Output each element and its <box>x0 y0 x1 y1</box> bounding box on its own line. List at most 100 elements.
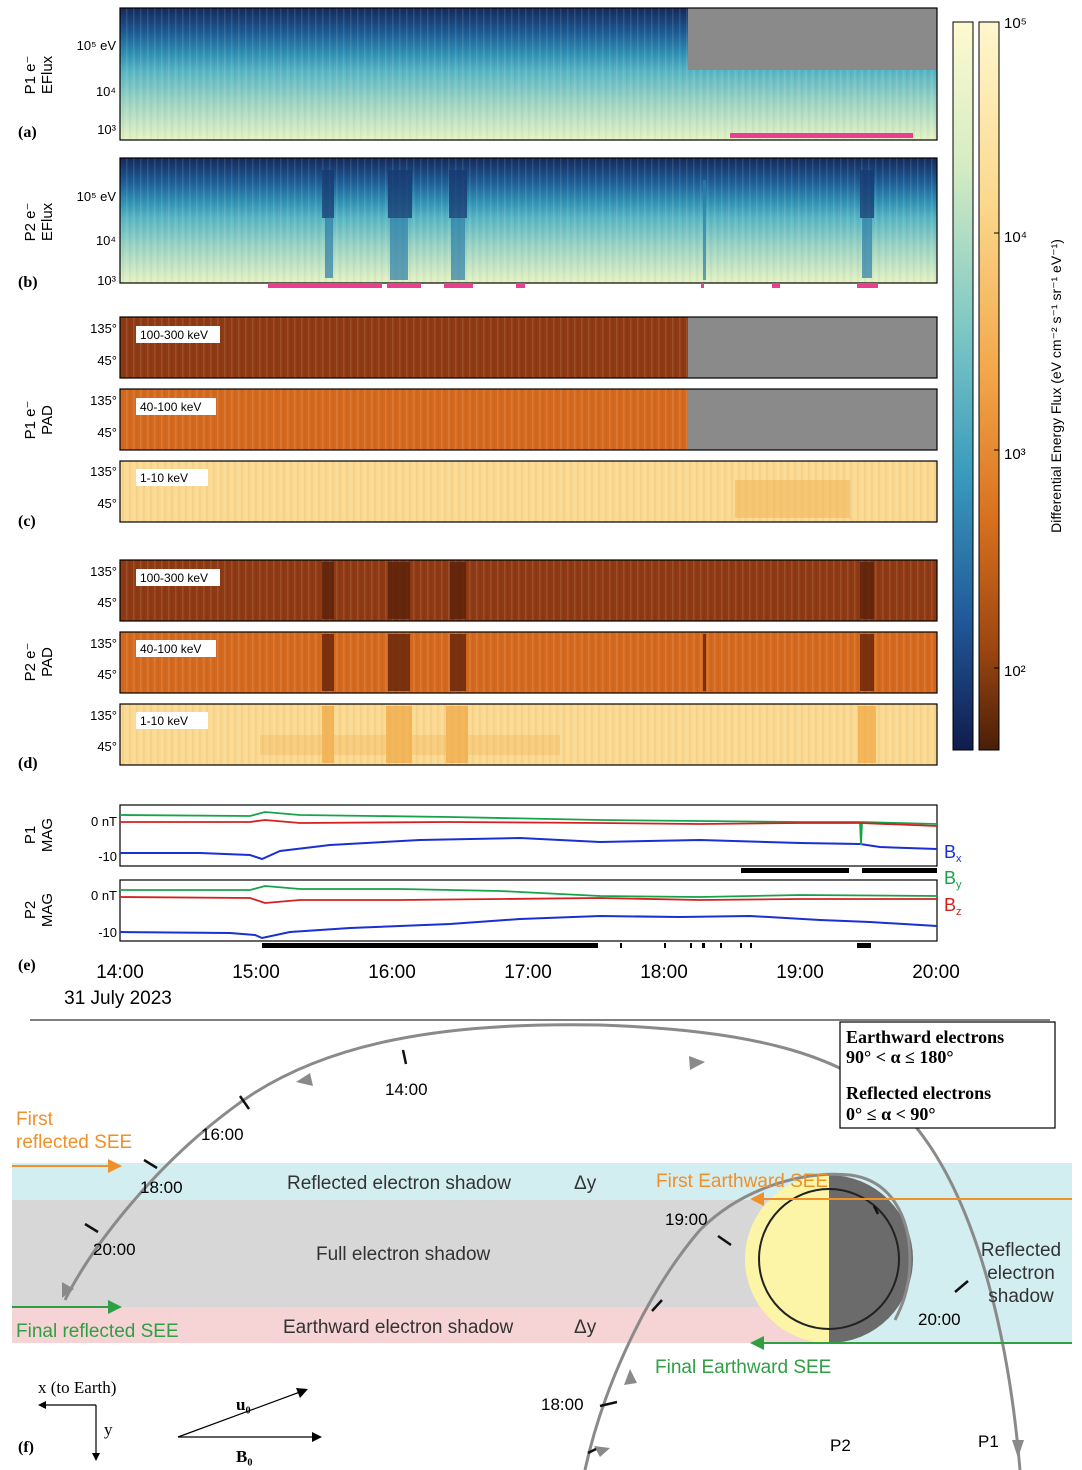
direction-arrow-icon <box>296 1073 313 1086</box>
body-outline <box>758 1188 900 1330</box>
bz-trace-p1 <box>120 819 938 827</box>
colorbar-tick: 10⁴ <box>1004 229 1027 246</box>
mag-tick-minus10: -10 <box>98 849 117 864</box>
direction-arrow-icon <box>689 1056 705 1070</box>
pad-tick-45: 45° <box>97 667 117 682</box>
orbit-time-label: 14:00 <box>385 1080 428 1099</box>
earthward-shadow-band <box>12 1307 828 1343</box>
mag-plot-p2 <box>119 879 938 942</box>
time-tick: 15:00 <box>232 962 280 983</box>
legend-line: Earthward electrons <box>846 1027 1004 1047</box>
panel-b-ylabel-1: P2 e⁻ <box>22 203 39 242</box>
arrow-left-icon <box>38 1401 46 1409</box>
reflected-shadow-band <box>12 1163 1072 1200</box>
reflected-shadow-label: Reflected electron shadow <box>287 1173 511 1194</box>
orbit-time-label: 18:00 <box>541 1395 584 1414</box>
eflux-tick-1e5: 10⁵ eV <box>77 38 117 53</box>
final-reflected-see-label: Final reflected SEE <box>16 1321 179 1342</box>
arrow-right-icon <box>108 1300 122 1314</box>
panel-e-p2-label-1: P2 <box>22 901 39 919</box>
pad-tick-135: 135° <box>90 636 117 651</box>
reflected-shadow-right-label: electron <box>987 1263 1055 1284</box>
pad-tick-45: 45° <box>97 425 117 440</box>
panel-a-letter: (a) <box>18 124 37 141</box>
pad-tick-45: 45° <box>97 353 117 368</box>
panel-a: 10⁵ eV 10⁴ 10³ P1 e⁻ EFlux (a) <box>18 7 938 141</box>
panel-e-p1-label-2: MAG <box>39 818 56 852</box>
time-tick: 17:00 <box>504 962 552 983</box>
time-tick: 18:00 <box>640 962 688 983</box>
panel-f: 14:00 16:00 18:00 20:00 19:00 18:00 20:0… <box>12 1021 1072 1470</box>
orbit-time-label: 18:00 <box>140 1178 183 1197</box>
time-axis-date: 31 July 2023 <box>64 988 172 1009</box>
eflux-tick-1e4: 10⁴ <box>96 84 116 99</box>
orbit-time-label: 16:00 <box>201 1125 244 1144</box>
panel-a-ylabel-2: EFlux <box>39 55 56 94</box>
colorbar-tick: 10² <box>1004 663 1026 680</box>
mag-tick-zero: 0 nT <box>91 888 117 903</box>
legend-box: Earthward electrons 90° < α ≤ 180° Refle… <box>839 1021 1056 1129</box>
event-marker-bar <box>730 133 913 138</box>
pad-label: 100-300 keV <box>140 571 208 585</box>
bx-trace-p1 <box>120 836 938 861</box>
panel-b-ylabel-2: EFlux <box>39 202 56 241</box>
body-sunlit-half <box>745 1175 829 1343</box>
mag-tick-minus10: -10 <box>98 925 117 940</box>
first-earthward-see-label: First Earthward SEE <box>656 1171 828 1192</box>
first-reflected-see-label: reflected SEE <box>16 1132 132 1153</box>
direction-arrow-icon <box>594 1446 610 1457</box>
final-earthward-see-label: Final Earthward SEE <box>655 1357 831 1378</box>
colorbar-eflux <box>952 21 974 751</box>
full-shadow-band <box>12 1200 828 1307</box>
panel-d-letter: (d) <box>18 755 38 772</box>
eflux-tick-1e3: 10³ <box>97 273 116 288</box>
no-data-region <box>688 8 937 70</box>
pad-tick-135: 135° <box>90 464 117 479</box>
colorbar-pad <box>978 21 1000 751</box>
orbit-time-label: 20:00 <box>918 1310 961 1329</box>
time-tick: 14:00 <box>96 962 144 983</box>
panel-c-letter: (c) <box>18 513 36 530</box>
by-trace-p2 <box>120 885 938 898</box>
colorbar-title: Differential Energy Flux (eV cm⁻² s⁻¹ sr… <box>1048 239 1064 533</box>
panel-e-p2-label-2: MAG <box>39 893 56 927</box>
mag-plot-p1 <box>119 804 938 867</box>
arrow-left-icon <box>750 1336 764 1350</box>
vector-b-label: B₀ <box>236 1447 252 1466</box>
orbit-time-label: 19:00 <box>665 1210 708 1229</box>
body-dark-half <box>829 1175 913 1343</box>
delta-y-label: Δy <box>574 1317 597 1338</box>
pad-label: 40-100 keV <box>140 400 201 414</box>
mag-tick-zero: 0 nT <box>91 814 117 829</box>
pad-label: 100-300 keV <box>140 328 208 342</box>
direction-arrow-icon <box>1012 1440 1024 1458</box>
pad-tick-45: 45° <box>97 739 117 754</box>
pad-label: 1-10 keV <box>140 714 188 728</box>
panel-c-ylabel-2: PAD <box>39 405 56 435</box>
event-markers-p2 <box>268 283 878 288</box>
panel-e: 0 nT -10 0 nT -10 P1 MAG P2 MAG (e) Bx B… <box>18 804 962 974</box>
pad-tick-135: 135° <box>90 708 117 723</box>
panel-d-ylabel-1: P2 e⁻ <box>22 643 39 682</box>
bx-trace-p2 <box>119 914 938 940</box>
orbit-p1 <box>63 1023 1022 1470</box>
panel-b-letter: (b) <box>18 274 38 291</box>
eflux-tick-1e3: 10³ <box>97 122 116 137</box>
time-tick: 16:00 <box>368 962 416 983</box>
direction-arrow-icon <box>624 1369 637 1385</box>
pad-label: 40-100 keV <box>140 642 201 656</box>
time-tick: 19:00 <box>776 962 824 983</box>
eflux-tick-1e4: 10⁴ <box>96 233 116 248</box>
time-tick: 20:00 <box>912 962 960 983</box>
orbit-time-label: 20:00 <box>93 1240 136 1259</box>
axis-y-label: y <box>104 1420 113 1439</box>
earthward-shadow-label: Earthward electron shadow <box>283 1317 514 1338</box>
pad-tick-45: 45° <box>97 595 117 610</box>
panel-c: 100-300 keV 40-100 keV 1-10 keV 135° 45°… <box>18 316 938 530</box>
panel-c-ylabel-1: P1 e⁻ <box>22 401 39 440</box>
probe-label-p1: P1 <box>978 1432 999 1451</box>
probe-label-p2: P2 <box>830 1436 851 1455</box>
eflux-tick-1e5: 10⁵ eV <box>77 189 117 204</box>
pad-tick-45: 45° <box>97 496 117 511</box>
